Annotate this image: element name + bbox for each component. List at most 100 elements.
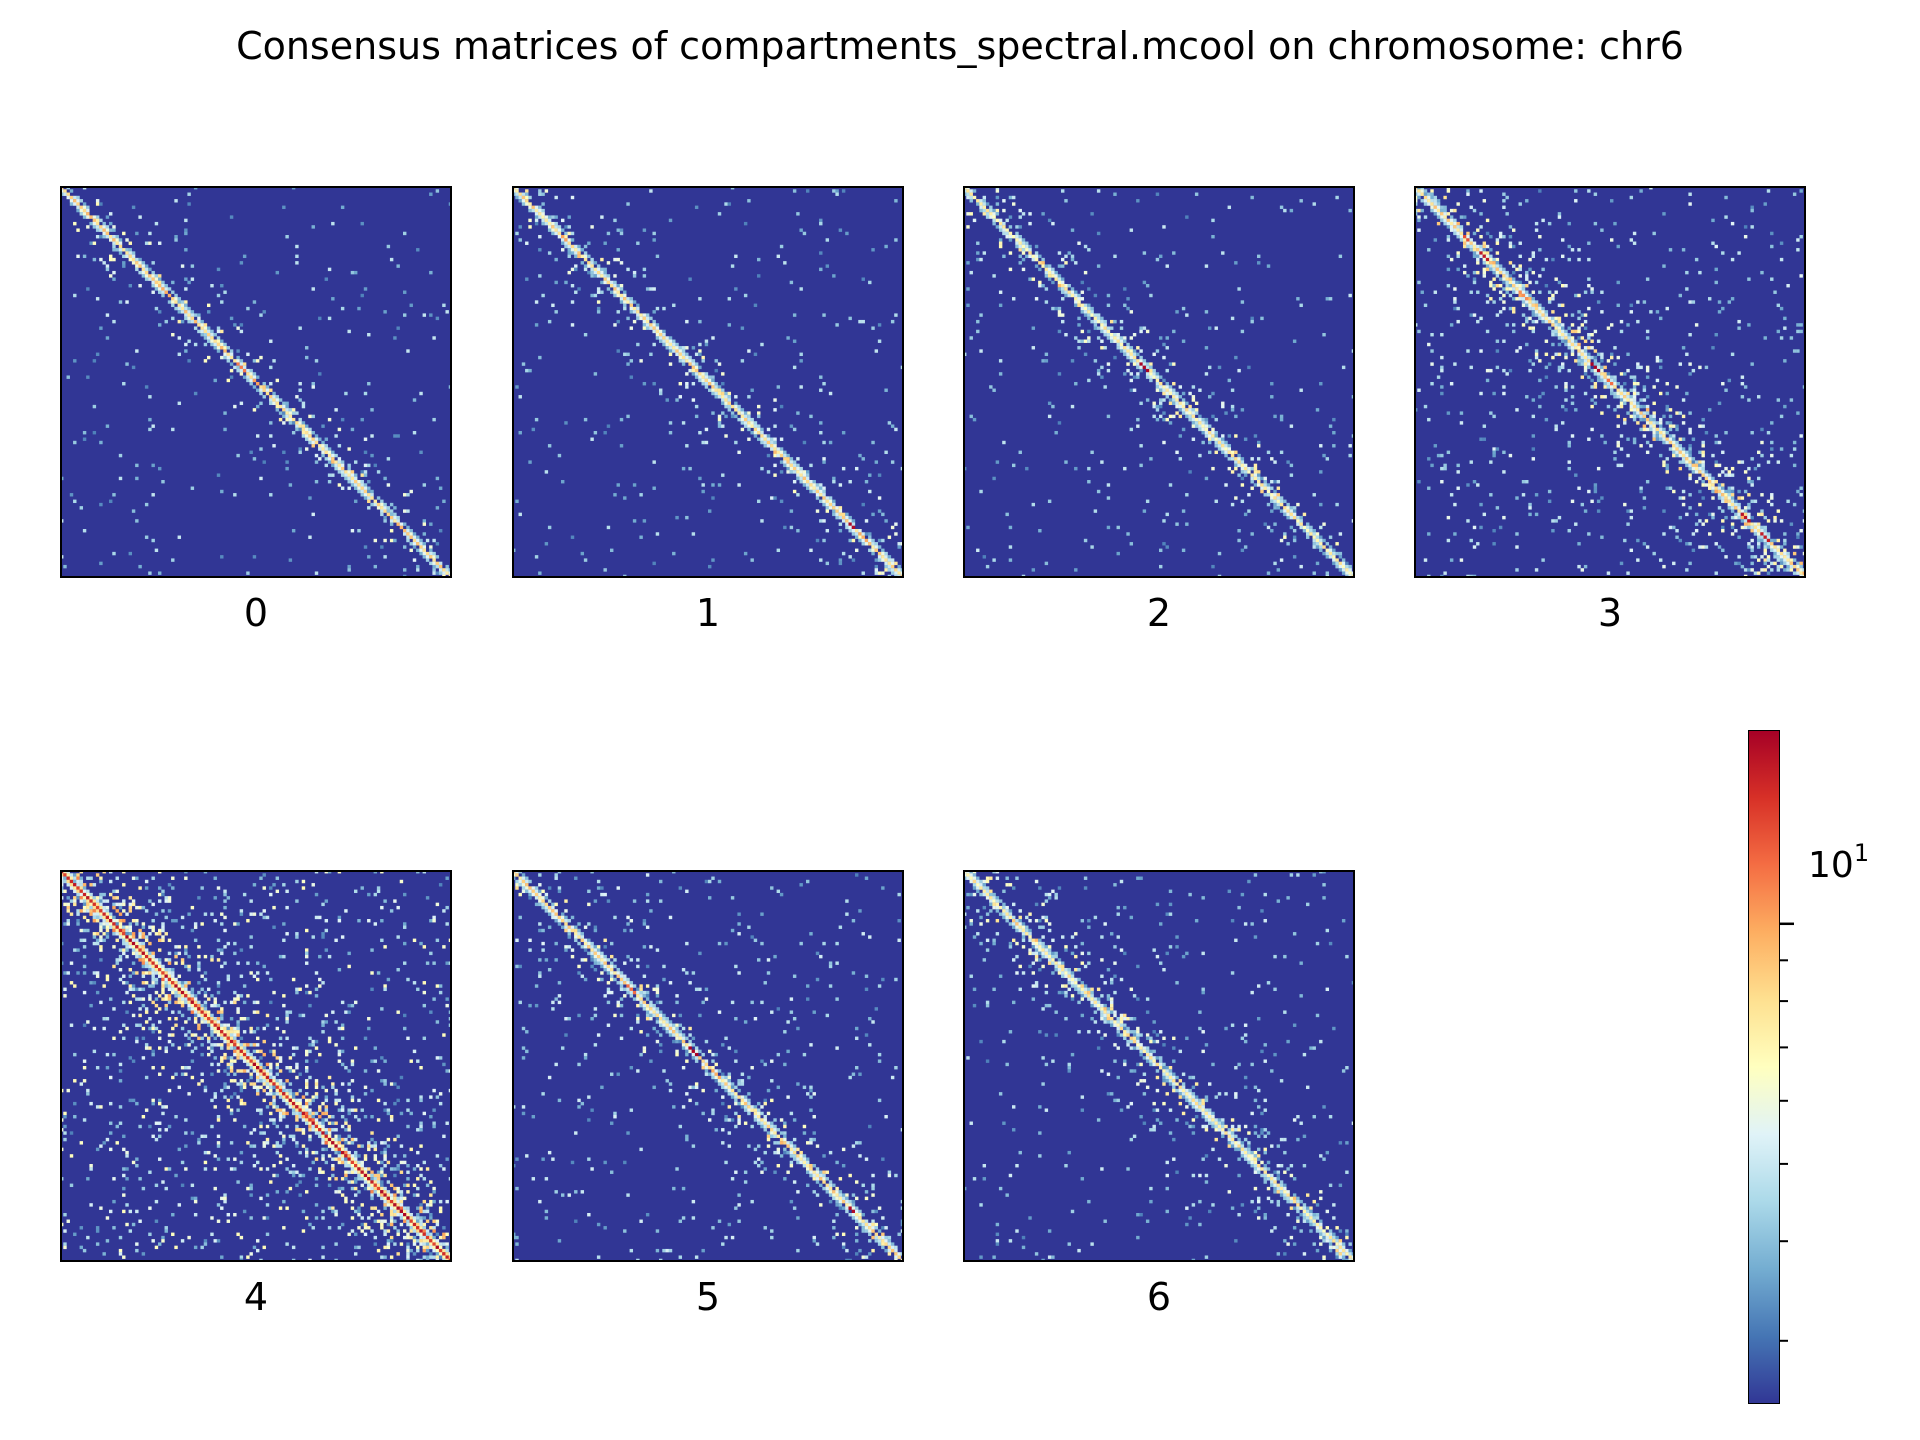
heatmap-cell bbox=[717, 414, 722, 419]
heatmap-cell bbox=[979, 208, 983, 213]
heatmap-cell bbox=[792, 466, 797, 471]
heatmap-cell bbox=[69, 912, 74, 916]
heatmap-cell bbox=[541, 218, 545, 223]
heatmap-cell bbox=[1757, 450, 1761, 455]
heatmap-cell bbox=[1518, 264, 1522, 268]
heatmap-cell bbox=[894, 238, 898, 242]
heatmap-cell bbox=[1459, 421, 1464, 425]
heatmap-cell bbox=[318, 316, 322, 321]
heatmap-cell bbox=[311, 437, 315, 441]
heatmap-cell bbox=[1341, 558, 1346, 562]
heatmap-cell bbox=[727, 401, 732, 406]
heatmap-cell bbox=[1214, 326, 1218, 330]
heatmap-cell bbox=[1420, 199, 1424, 203]
heatmap-cell bbox=[890, 424, 895, 428]
heatmap-cell bbox=[616, 284, 620, 288]
heatmap-cell bbox=[1348, 564, 1352, 569]
heatmap-cell bbox=[380, 905, 384, 910]
heatmap-cell bbox=[1469, 248, 1473, 252]
heatmap-cell bbox=[337, 483, 342, 487]
heatmap-cell bbox=[314, 971, 319, 975]
heatmap-cell bbox=[373, 892, 378, 897]
heatmap-cell bbox=[518, 238, 522, 242]
heatmap-cell bbox=[1142, 362, 1147, 366]
heatmap-cell bbox=[649, 323, 653, 327]
heatmap-cell bbox=[403, 532, 407, 536]
heatmap-cell bbox=[380, 502, 384, 507]
heatmap-cell bbox=[1557, 333, 1562, 337]
heatmap-cell bbox=[1747, 522, 1751, 526]
heatmap-cell bbox=[1302, 525, 1307, 530]
heatmap-cell bbox=[1328, 551, 1333, 556]
heatmap-cell bbox=[894, 561, 898, 566]
heatmap-cell bbox=[534, 208, 539, 213]
heatmap-cell bbox=[1792, 571, 1797, 575]
heatmap-cell bbox=[1489, 261, 1493, 265]
heatmap-cell bbox=[1619, 388, 1624, 392]
heatmap-cell bbox=[1645, 375, 1650, 379]
heatmap-cell bbox=[561, 241, 565, 245]
heatmap-cell bbox=[1061, 287, 1065, 291]
heatmap-cell bbox=[629, 326, 634, 330]
heatmap-cell bbox=[1629, 515, 1634, 520]
heatmap-cell bbox=[158, 277, 162, 281]
heatmap-cell bbox=[1132, 375, 1137, 379]
heatmap-cell bbox=[131, 257, 136, 262]
heatmap-cell bbox=[1534, 221, 1539, 226]
heatmap-cell bbox=[1116, 551, 1120, 556]
heatmap-cell bbox=[118, 248, 123, 252]
heatmap-cell bbox=[105, 231, 110, 236]
heatmap-cell bbox=[1642, 496, 1647, 500]
heatmap-cell bbox=[1541, 218, 1545, 223]
heatmap-cell bbox=[1600, 372, 1604, 376]
heatmap-cell bbox=[1028, 254, 1032, 259]
heatmap-cell bbox=[109, 254, 113, 259]
heatmap-cell bbox=[190, 486, 195, 490]
heatmap-cell bbox=[1737, 251, 1741, 255]
heatmap-cell bbox=[1629, 388, 1634, 392]
heatmap-cell bbox=[95, 221, 100, 226]
heatmap-cell bbox=[354, 889, 358, 894]
heatmap-cell bbox=[1796, 545, 1800, 549]
heatmap-cell bbox=[125, 954, 129, 959]
heatmap-cell bbox=[367, 463, 371, 468]
heatmap-cell bbox=[969, 195, 973, 200]
heatmap-cell bbox=[69, 493, 74, 497]
heatmap-cell bbox=[796, 457, 800, 461]
heatmap-cell bbox=[1328, 297, 1333, 301]
heatmap-cell bbox=[1214, 437, 1218, 441]
heatmap-cell bbox=[1691, 460, 1696, 464]
heatmap-cell bbox=[678, 346, 683, 350]
heatmap-cell bbox=[1456, 463, 1460, 468]
heatmap-cell bbox=[1087, 310, 1091, 314]
heatmap-cell bbox=[1632, 440, 1637, 445]
heatmap-cell bbox=[1485, 368, 1490, 373]
heatmap-cell bbox=[649, 189, 653, 193]
heatmap-cell bbox=[789, 460, 794, 464]
heatmap-cell bbox=[662, 306, 666, 311]
heatmap-cell bbox=[154, 306, 159, 311]
heatmap-cell bbox=[717, 421, 722, 425]
heatmap-cell bbox=[577, 254, 581, 259]
heatmap-cell bbox=[1077, 303, 1081, 308]
heatmap-cell bbox=[1521, 290, 1526, 294]
heatmap-cell bbox=[1427, 192, 1431, 196]
heatmap-cell bbox=[1191, 424, 1196, 428]
heatmap-cell bbox=[154, 958, 159, 962]
heatmap-cell bbox=[1453, 300, 1457, 304]
heatmap-cell bbox=[1185, 522, 1189, 526]
heatmap-cell bbox=[1714, 244, 1718, 249]
heatmap-cell bbox=[105, 915, 110, 920]
heatmap-cell bbox=[89, 215, 93, 219]
heatmap-cell bbox=[269, 421, 273, 425]
heatmap-cell bbox=[1482, 254, 1487, 259]
heatmap-cell bbox=[737, 417, 741, 422]
heatmap-cell bbox=[1234, 460, 1238, 464]
heatmap-cell bbox=[1332, 555, 1336, 559]
heatmap-cell bbox=[161, 971, 165, 975]
heatmap-cell bbox=[1018, 241, 1022, 245]
heatmap-cell bbox=[1482, 270, 1487, 275]
heatmap-cell bbox=[1178, 408, 1183, 412]
heatmap-cell bbox=[518, 199, 522, 203]
heatmap-cell bbox=[282, 954, 286, 959]
